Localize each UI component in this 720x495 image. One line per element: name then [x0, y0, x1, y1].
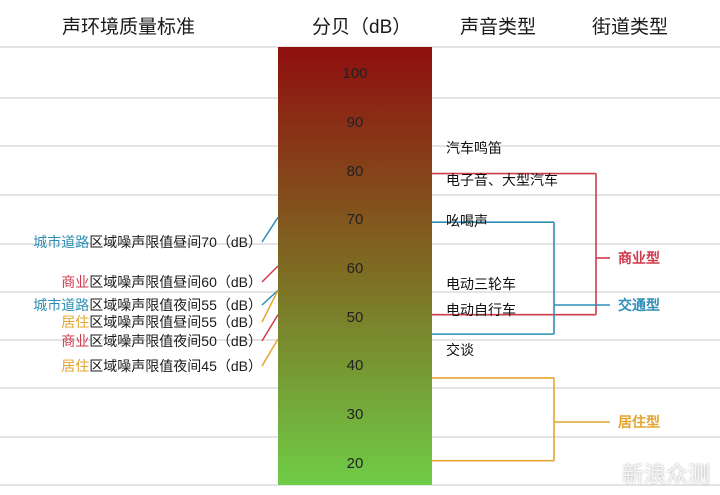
- tick-label: 90: [346, 114, 364, 131]
- standard-connector: [261, 314, 279, 342]
- standard-connector: [261, 338, 279, 367]
- standard-connector: [261, 289, 279, 323]
- tick-label: 30: [346, 406, 364, 423]
- tick-label: 70: [346, 211, 364, 229]
- street-type-label: 商业型: [618, 250, 660, 266]
- standard-text: 区域噪声限值昼间55（dB）: [89, 314, 262, 330]
- sound-label: 汽车鸣笛: [446, 140, 502, 156]
- standard-label: 居住区域噪声限值昼间55（dB）: [61, 314, 262, 330]
- standard-text: 区域噪声限值昼间60（dB）: [89, 274, 262, 290]
- tick-label: 40: [346, 357, 364, 375]
- standard-text: 区域噪声限值夜间55（dB）: [89, 297, 262, 313]
- standard-zone: 商业: [61, 274, 90, 290]
- standard-zone: 城市道路: [33, 297, 90, 313]
- tick-label: 50: [346, 308, 364, 326]
- standard-connector: [261, 289, 279, 306]
- header-decibel: 分贝（dB）: [312, 17, 412, 38]
- tick-label: 100: [342, 65, 368, 83]
- header-sound-type: 声音类型: [460, 17, 537, 38]
- decibel-bar: [278, 47, 432, 485]
- tick-label: 80: [346, 162, 364, 180]
- sound-label: 电动三轮车: [446, 276, 516, 292]
- standard-zone: 居住: [61, 358, 90, 374]
- tick-label: 60: [346, 260, 364, 277]
- standard-connector: [261, 265, 279, 283]
- standard-text: 区域噪声限值昼间70（dB）: [89, 234, 262, 250]
- standard-label: 商业区域噪声限值昼间60（dB）: [61, 274, 262, 290]
- standard-label: 居住区域噪声限值夜间45（dB）: [61, 358, 262, 374]
- tick-label: 20: [346, 454, 364, 472]
- street-type-label: 交通型: [618, 297, 660, 313]
- standard-zone: 城市道路: [33, 234, 90, 250]
- standard-text: 区域噪声限值夜间50（dB）: [89, 333, 262, 349]
- watermark: 新浪众测: [621, 462, 710, 487]
- standard-connector: [261, 216, 279, 243]
- header-street-type: 街道类型: [592, 17, 669, 38]
- sound-label: 电子音、大型汽车: [446, 172, 558, 188]
- standard-zone: 居住: [61, 314, 90, 330]
- standard-zone: 商业: [61, 333, 90, 349]
- standard-label: 城市道路区域噪声限值昼间70（dB）: [33, 234, 262, 250]
- sound-label: 吆喝声: [446, 213, 488, 229]
- sound-label: 电动自行车: [446, 302, 516, 318]
- standard-label: 商业区域噪声限值夜间50（dB）: [61, 333, 262, 349]
- sound-label: 交谈: [446, 342, 474, 358]
- header-env-standard: 声环境质量标准: [62, 17, 196, 38]
- standard-text: 区域噪声限值夜间45（dB）: [89, 358, 262, 374]
- standard-label: 城市道路区域噪声限值夜间55（dB）: [33, 297, 262, 313]
- street-type-label: 居住型: [618, 414, 660, 430]
